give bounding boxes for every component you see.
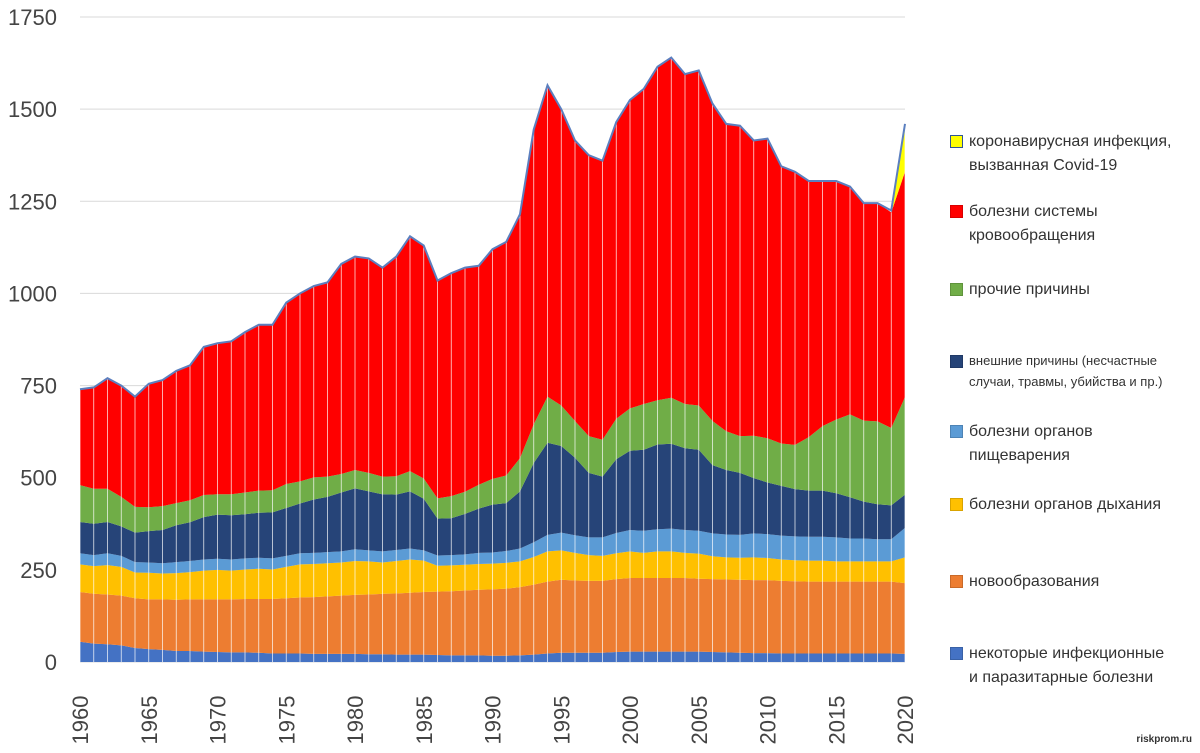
x-tick-label: 1975	[274, 696, 299, 745]
x-tick-label: 1990	[481, 696, 506, 745]
legend-swatch	[950, 575, 963, 588]
legend-item: болезни органов дыхания	[950, 493, 1200, 517]
legend-item: прочие причины	[950, 278, 1200, 302]
x-tick-label: 1985	[412, 696, 437, 745]
y-tick-label: 1750	[8, 5, 57, 30]
y-tick-label: 1250	[8, 189, 57, 214]
x-tick-label: 2015	[824, 696, 849, 745]
total-outline	[79, 56, 906, 398]
legend-label: некоторые инфекционные и паразитарные бо…	[969, 645, 1165, 686]
legend-label: болезни системы кровообращения	[969, 203, 1098, 244]
x-tick-label: 1970	[206, 696, 231, 745]
x-tick-label: 2010	[756, 696, 781, 745]
legend-swatch	[950, 498, 963, 511]
legend-item: болезни системы кровообращения	[950, 200, 1200, 248]
legend-label: новообразования	[969, 573, 1100, 590]
y-tick-label: 1000	[8, 281, 57, 306]
legend-swatch	[950, 283, 963, 296]
legend-item: коронавирусная инфекция, вызванная Covid…	[950, 130, 1200, 178]
legend-swatch	[950, 647, 963, 660]
legend-label: коронавирусная инфекция, вызванная Covid…	[969, 133, 1172, 174]
legend-item: некоторые инфекционные и паразитарные бо…	[950, 642, 1200, 690]
legend-item: болезни органов пищеварения	[950, 420, 1200, 468]
y-tick-label: 500	[20, 466, 57, 491]
legend-label: внешние причины (несчастные случаи, трав…	[969, 353, 1163, 389]
y-tick-label: 250	[20, 558, 57, 583]
x-tick-label: 1960	[68, 696, 93, 745]
y-tick-label: 1500	[8, 97, 57, 122]
y-tick-label: 750	[20, 374, 57, 399]
x-tick-label: 1995	[549, 696, 574, 745]
legend-swatch	[950, 355, 963, 368]
legend-swatch	[950, 425, 963, 438]
x-tick-label: 2000	[618, 696, 643, 745]
legend-swatch	[950, 205, 963, 218]
legend-label: прочие причины	[969, 281, 1090, 298]
legend-label: болезни органов пищеварения	[969, 423, 1093, 464]
x-tick-label: 1965	[137, 696, 162, 745]
legend-swatch	[950, 135, 963, 148]
legend-item: внешние причины (несчастные случаи, трав…	[950, 350, 1200, 392]
watermark: riskprom.ru	[1136, 734, 1192, 745]
x-tick-label: 2005	[687, 696, 712, 745]
x-tick-label: 1980	[343, 696, 368, 745]
legend-item: новообразования	[950, 570, 1200, 594]
legend-label: болезни органов дыхания	[969, 496, 1161, 513]
x-tick-label: 2020	[893, 696, 918, 745]
y-tick-label: 0	[45, 650, 57, 675]
